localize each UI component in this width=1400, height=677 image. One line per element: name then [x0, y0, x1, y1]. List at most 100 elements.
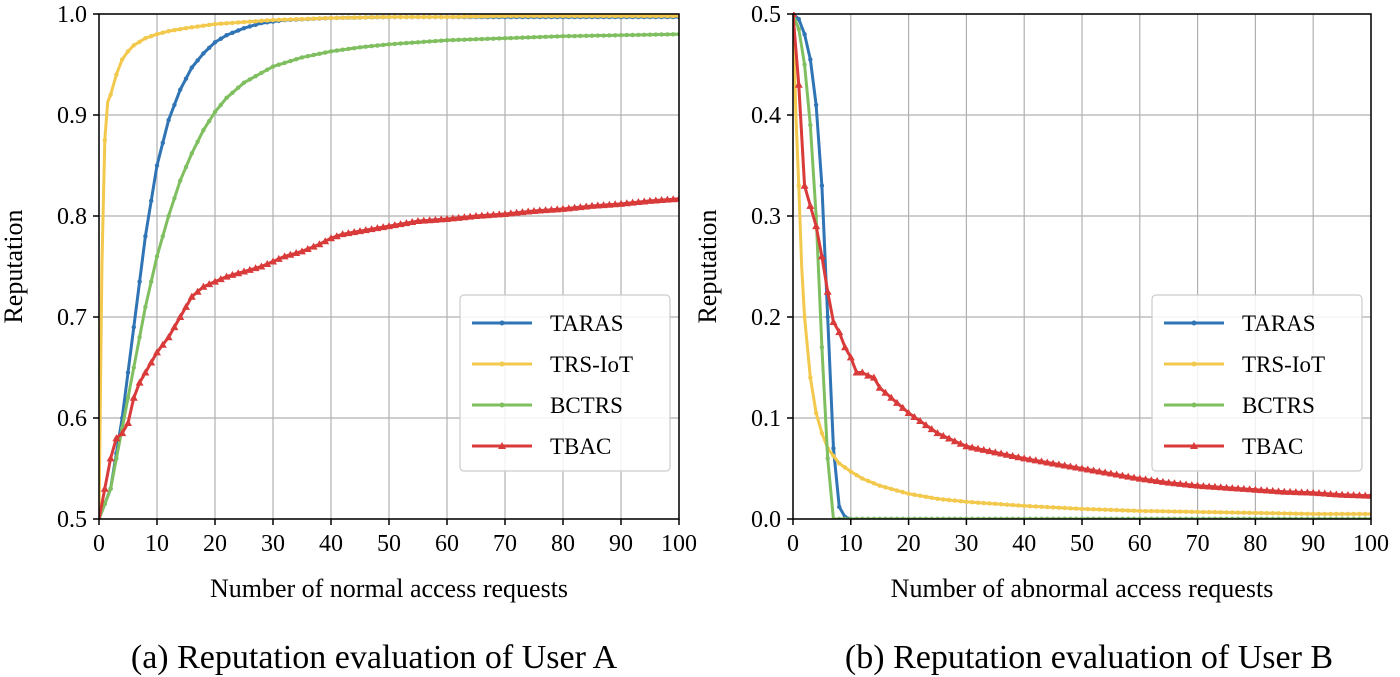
marker-a-bctrs [143, 304, 148, 310]
xtick-label-a-4: 40 [319, 531, 343, 557]
marker-a-bctrs [653, 32, 658, 37]
marker-a-tbac [535, 206, 544, 214]
caption-a: (a) Reputation evaluation of User A [131, 639, 618, 676]
marker-a-bctrs [624, 32, 629, 38]
marker-b-tbac [864, 371, 873, 379]
marker-a-tbac [472, 212, 480, 219]
marker-a-tbac [216, 275, 225, 283]
marker-a-tbac [593, 201, 602, 209]
marker-b-trs-iot [808, 375, 813, 380]
marker-b-tbac [956, 439, 965, 447]
marker-a-trs-iot [572, 13, 577, 19]
marker-a-tbac [553, 205, 562, 213]
marker-b-trs-iot [837, 461, 842, 466]
marker-a-bctrs [317, 51, 322, 56]
marker-b-trs-iot [1056, 505, 1062, 510]
marker-a-tbac [379, 223, 388, 231]
marker-a-taras [218, 36, 223, 41]
marker-a-bctrs [236, 85, 241, 90]
marker-a-trs-iot [172, 27, 177, 33]
xtick-label-b-10: 100 [1353, 531, 1389, 557]
marker-a-trs-iot [450, 14, 455, 20]
marker-a-bctrs [560, 34, 566, 39]
marker-a-taras [149, 198, 154, 204]
ytick-label-a-4: 0.9 [57, 103, 87, 129]
ytick-label-a-1: 0.6 [57, 406, 87, 432]
marker-a-trs-iot [468, 14, 473, 19]
marker-a-tbac [628, 198, 637, 206]
marker-a-tbac [373, 224, 382, 232]
marker-a-taras [154, 163, 160, 168]
marker-a-trs-iot [241, 19, 247, 25]
marker-a-bctrs [363, 44, 368, 49]
marker-a-bctrs [520, 35, 525, 40]
marker-b-trs-iot [1178, 509, 1183, 514]
marker-a-tbac [454, 213, 463, 221]
marker-a-bctrs [201, 127, 206, 133]
series-markers-b-tbac [793, 12, 1371, 499]
marker-b-trs-iot [871, 481, 877, 486]
marker-a-trs-iot [479, 14, 484, 19]
marker-b-tbac [921, 421, 930, 429]
marker-b-trs-iot [796, 183, 801, 188]
marker-a-trs-iot [549, 13, 554, 19]
marker-a-tbac [338, 230, 347, 238]
marker-a-bctrs [346, 46, 351, 52]
marker-b-tbac [1338, 490, 1347, 498]
marker-a-trs-iot [363, 15, 368, 20]
marker-a-trs-iot [253, 19, 258, 24]
marker-a-bctrs [108, 486, 113, 491]
marker-a-tbac [396, 220, 405, 228]
caption-b: (b) Reputation evaluation of User B [845, 639, 1333, 676]
marker-b-trs-iot [1305, 511, 1310, 517]
marker-a-trs-iot [589, 13, 595, 19]
xtick-label-b-3: 30 [954, 531, 978, 557]
marker-a-bctrs [526, 35, 531, 40]
marker-a-bctrs [502, 36, 508, 41]
marker-a-trs-iot [410, 14, 415, 20]
marker-b-tbac [1303, 488, 1312, 496]
marker-a-trs-iot [613, 13, 618, 19]
marker-b-tbac [1014, 453, 1023, 461]
marker-a-taras [224, 33, 229, 38]
marker-a-bctrs [473, 37, 479, 42]
marker-a-tbac [350, 228, 359, 236]
marker-a-taras [201, 51, 206, 56]
marker-b-trs-iot [1126, 508, 1131, 513]
marker-a-taras [178, 87, 183, 92]
x-axis-title-a: Number of normal access requests [210, 574, 568, 603]
series-markers-a-bctrs [99, 32, 679, 519]
marker-a-bctrs [323, 50, 328, 55]
marker-b-tbac [1222, 483, 1231, 491]
xtick-label-b-8: 80 [1243, 531, 1267, 557]
marker-b-tbac [910, 412, 919, 420]
marker-a-bctrs [218, 102, 223, 108]
marker-b-trs-iot [1345, 511, 1351, 517]
marker-b-tbac [1349, 491, 1358, 499]
marker-b-tbac [1037, 457, 1046, 465]
marker-b-tbac [1008, 451, 1017, 459]
marker-a-trs-iot [270, 17, 276, 23]
marker-a-tbac [170, 323, 179, 331]
marker-a-bctrs [247, 77, 252, 82]
marker-a-bctrs [491, 36, 496, 41]
marker-b-trs-iot [1120, 508, 1125, 513]
marker-b-taras [802, 32, 807, 37]
marker-b-trs-iot [1183, 509, 1189, 514]
marker-b-tbac [1170, 479, 1179, 487]
marker-b-trs-iot [923, 494, 929, 499]
marker-a-taras [172, 102, 177, 108]
marker-a-bctrs [450, 37, 455, 43]
marker-a-taras [183, 76, 189, 81]
marker-a-tbac [506, 209, 515, 217]
marker-b-trs-iot [1045, 504, 1050, 510]
marker-a-trs-iot [444, 14, 450, 20]
marker-a-tbac [147, 358, 156, 366]
marker-a-bctrs [439, 38, 444, 43]
marker-a-trs-iot [224, 21, 229, 26]
marker-b-tbac [1089, 466, 1098, 474]
marker-a-bctrs [514, 35, 519, 41]
marker-a-bctrs [410, 40, 415, 45]
marker-b-tbac [1072, 463, 1081, 471]
marker-b-tbac [939, 431, 948, 439]
